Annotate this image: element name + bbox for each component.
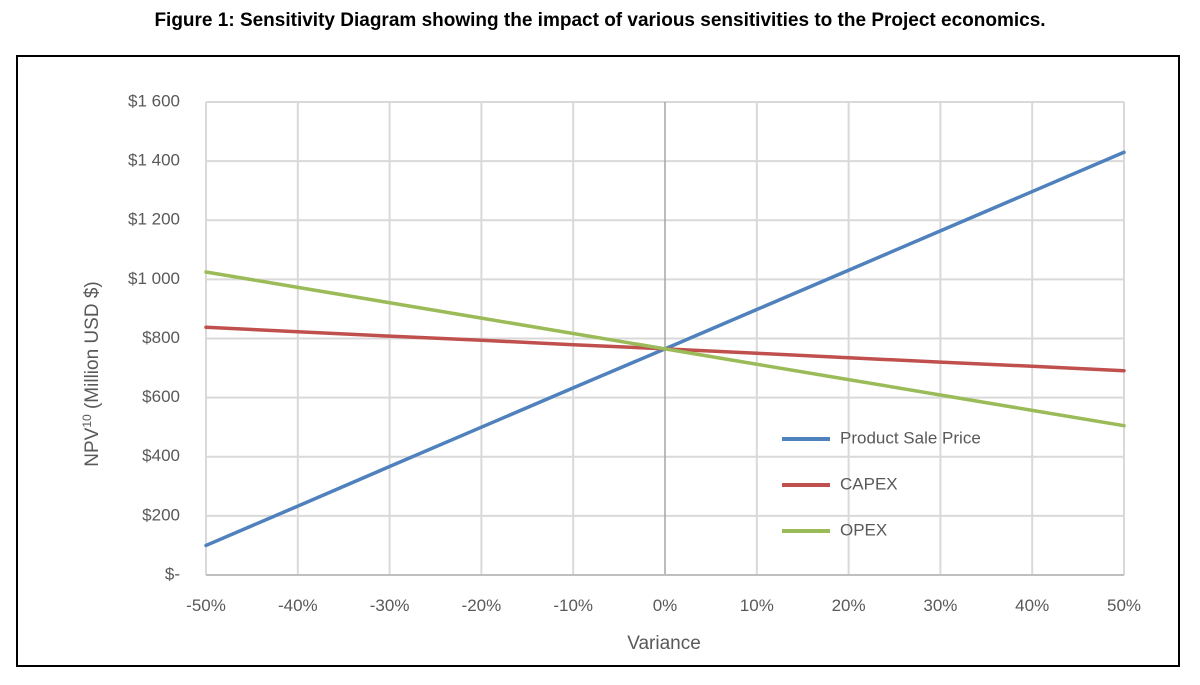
x-tick-label: -30% xyxy=(370,596,410,615)
x-axis-title: Variance xyxy=(627,633,701,654)
y-axis-title-rest: (Million USD $) xyxy=(82,281,103,414)
y-tick-label: $- xyxy=(165,564,180,583)
y-tick-label: $1 000 xyxy=(128,269,180,288)
y-tick-label: $1 400 xyxy=(128,151,180,170)
x-tick-label: -10% xyxy=(553,596,593,615)
x-tick-label: 30% xyxy=(923,596,957,615)
chart-frame: $- $200 $400 $600 $800 $1 000 $1 200 $1 400 $1 6… xyxy=(16,55,1180,667)
legend-label: OPEX xyxy=(840,520,887,539)
x-tick-label: -50% xyxy=(186,596,226,615)
legend: Product Sale Price CAPEX OPEX xyxy=(782,428,981,539)
grid-lines xyxy=(205,101,1125,576)
y-axis-title-main: NPV xyxy=(82,427,103,466)
series-lines xyxy=(204,150,1126,548)
y-axis-title: NPV10 (Million USD $) xyxy=(80,281,103,466)
x-tick-label: 20% xyxy=(832,596,866,615)
x-tick-label: -40% xyxy=(278,596,318,615)
sensitivity-line-chart: $- $200 $400 $600 $800 $1 000 $1 200 $1 400 $1 6… xyxy=(80,91,1141,654)
y-tick-label: $400 xyxy=(142,446,180,465)
x-tick-label: 40% xyxy=(1015,596,1049,615)
series-line-2 xyxy=(204,270,1126,428)
y-axis-ticks: $- $200 $400 $600 $800 $1 000 $1 200 $1 400 $1 6… xyxy=(128,91,180,583)
x-tick-label: 50% xyxy=(1107,596,1141,615)
y-tick-label: $1 200 xyxy=(128,210,180,229)
figure-title: Figure 1: Sensitivity Diagram showing th… xyxy=(154,10,1046,31)
legend-label: Product Sale Price xyxy=(840,428,981,447)
y-tick-label: $200 xyxy=(142,505,180,524)
y-axis-title-superscript: 10 xyxy=(80,414,94,428)
x-tick-label: 0% xyxy=(653,596,678,615)
y-tick-label: $600 xyxy=(142,387,180,406)
x-tick-label: -20% xyxy=(462,596,502,615)
y-tick-label: $1 600 xyxy=(128,91,180,110)
y-tick-label: $800 xyxy=(142,328,180,347)
x-axis-ticks: -50% -40% -30% -20% -10% 0% 10% 20% 30% 40% 50% xyxy=(186,596,1141,615)
x-tick-label: 10% xyxy=(740,596,774,615)
legend-label: CAPEX xyxy=(840,474,898,493)
